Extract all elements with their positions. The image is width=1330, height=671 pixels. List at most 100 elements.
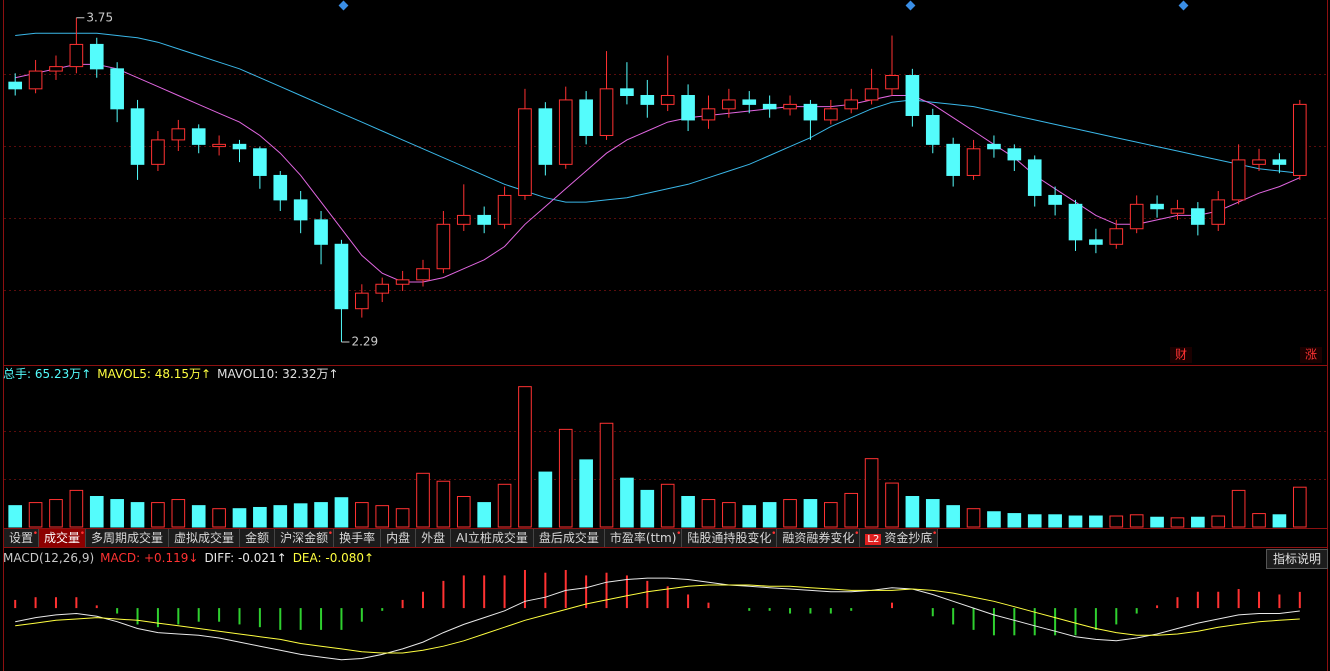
tab-label: 多周期成交量 <box>91 531 164 545</box>
candle-body <box>1191 208 1205 225</box>
tab-label: 外盘 <box>421 531 446 545</box>
candle-body <box>212 143 226 148</box>
volume-bar <box>151 502 165 528</box>
marker[interactable]: 涨 <box>1305 347 1317 362</box>
candle-body <box>69 43 84 68</box>
moving-average <box>15 32 1300 203</box>
tab-label: AI立桩成交量 <box>456 531 528 545</box>
indicator-tab[interactable]: AI立桩成交量 <box>451 529 534 547</box>
indicator-tab[interactable]: 换手率 <box>334 529 382 547</box>
volume-bar <box>783 499 797 528</box>
volume-bar <box>681 495 695 528</box>
volume-bar <box>1089 515 1103 528</box>
legend-item: MACD(12,26,9) <box>3 551 94 565</box>
tab-dot: • <box>32 529 39 539</box>
tab-dot: • <box>676 529 682 539</box>
indicator-tab[interactable]: 外盘 <box>416 529 452 547</box>
event-diamond[interactable] <box>1178 0 1189 11</box>
candle-body <box>1150 203 1164 210</box>
event-diamond[interactable] <box>338 0 349 11</box>
volume-bar <box>1231 489 1246 528</box>
volume-bar <box>620 477 634 528</box>
tab-label: 市盈率(ttm) <box>609 531 677 545</box>
volume-bar <box>1191 516 1205 528</box>
candle-body <box>151 139 165 165</box>
volume-bar <box>49 499 63 528</box>
moving-average <box>15 63 1300 283</box>
tab-dot: • <box>327 529 334 539</box>
candle-body <box>844 99 859 110</box>
candle-body <box>1048 194 1062 205</box>
indicator-tab[interactable]: 盘后成交量 <box>533 529 605 547</box>
tab-label: 成交量 <box>44 531 81 545</box>
diff-line <box>15 577 1300 661</box>
tab-dot: • <box>854 529 860 539</box>
volume-bar <box>844 492 859 528</box>
volume-bar <box>599 422 614 528</box>
indicator-tab[interactable]: 内盘 <box>381 529 417 547</box>
volume-bar <box>722 502 736 528</box>
indicator-tab[interactable]: L2 资金抄底 • <box>860 529 939 547</box>
indicator-tab[interactable]: 设置 • <box>4 529 40 547</box>
tab-label: 内盘 <box>386 531 411 545</box>
candle-body <box>803 103 818 121</box>
candle-body <box>355 292 369 310</box>
candle-body <box>558 99 573 165</box>
legend: 总手: 65.23万↑ MAVOL5: 48.15万↑ MAVOL10: 32.32… <box>3 367 339 381</box>
candle-body <box>987 143 1001 150</box>
candle-body <box>456 214 471 225</box>
indicator-tab[interactable]: 市盈率(ttm) • <box>604 529 683 547</box>
indicator-tab[interactable]: 沪深金额 • <box>275 529 335 547</box>
tab-label: 金额 <box>245 531 270 545</box>
volume-bar <box>905 495 920 528</box>
volume-bar <box>191 505 206 528</box>
candle-body <box>599 88 614 136</box>
candle-body <box>823 108 838 121</box>
candle-body <box>1027 159 1042 196</box>
tab-dot: • <box>771 529 777 539</box>
tab-label: 换手率 <box>339 531 376 545</box>
marker[interactable]: 财 <box>1175 348 1187 362</box>
volume-bar <box>864 458 879 528</box>
candle-body <box>191 128 206 145</box>
event-diamond[interactable] <box>905 0 916 11</box>
volume-bar <box>1211 515 1226 528</box>
volume-bar <box>212 508 226 528</box>
candle-body <box>1292 103 1307 176</box>
indicator-help-button[interactable]: 指标说明 <box>1266 549 1328 569</box>
volume-bar <box>497 483 512 528</box>
volume-bar <box>395 508 410 528</box>
indicator-tab[interactable]: 虚拟成交量 <box>169 529 241 547</box>
indicator-tab[interactable]: 多周期成交量 <box>86 529 170 547</box>
indicator-tab[interactable]: 金额 <box>240 529 276 547</box>
candle-body <box>722 99 736 110</box>
candle-body <box>783 103 797 110</box>
volume-bar <box>1068 515 1083 528</box>
candle-body <box>1211 199 1226 225</box>
volume-bar <box>1150 516 1164 528</box>
candle-body <box>232 143 247 150</box>
volume-bar <box>477 502 492 528</box>
indicator-tab[interactable]: 成交量 • <box>39 529 87 547</box>
candle-body <box>416 268 430 281</box>
candle-body <box>1089 239 1103 245</box>
dea-line <box>15 584 1300 654</box>
candle-body <box>701 108 716 121</box>
candle-body <box>518 108 532 196</box>
candle-body <box>640 94 655 105</box>
candle-body <box>273 174 288 201</box>
candle-body <box>1068 203 1083 241</box>
indicator-tab[interactable]: 陆股通持股变化 • <box>682 529 778 547</box>
volume-bar <box>436 480 451 528</box>
candle-body <box>253 148 267 176</box>
candle-body <box>946 143 960 176</box>
candle-body <box>314 219 328 245</box>
volume-bar <box>823 502 838 528</box>
legend-item: MAVOL5: 48.15万↑ <box>97 367 211 381</box>
indicator-tab[interactable]: 融资融券变化 • <box>777 529 861 547</box>
volume-bar <box>1272 514 1287 528</box>
volume-bar <box>334 497 349 528</box>
indicator-tabs: 设置 • 成交量 • 多周期成交量 虚拟成交量 金额 沪深金额 • 换手率 内盘 外盘 AI立桩成交量盘… <box>4 529 939 547</box>
